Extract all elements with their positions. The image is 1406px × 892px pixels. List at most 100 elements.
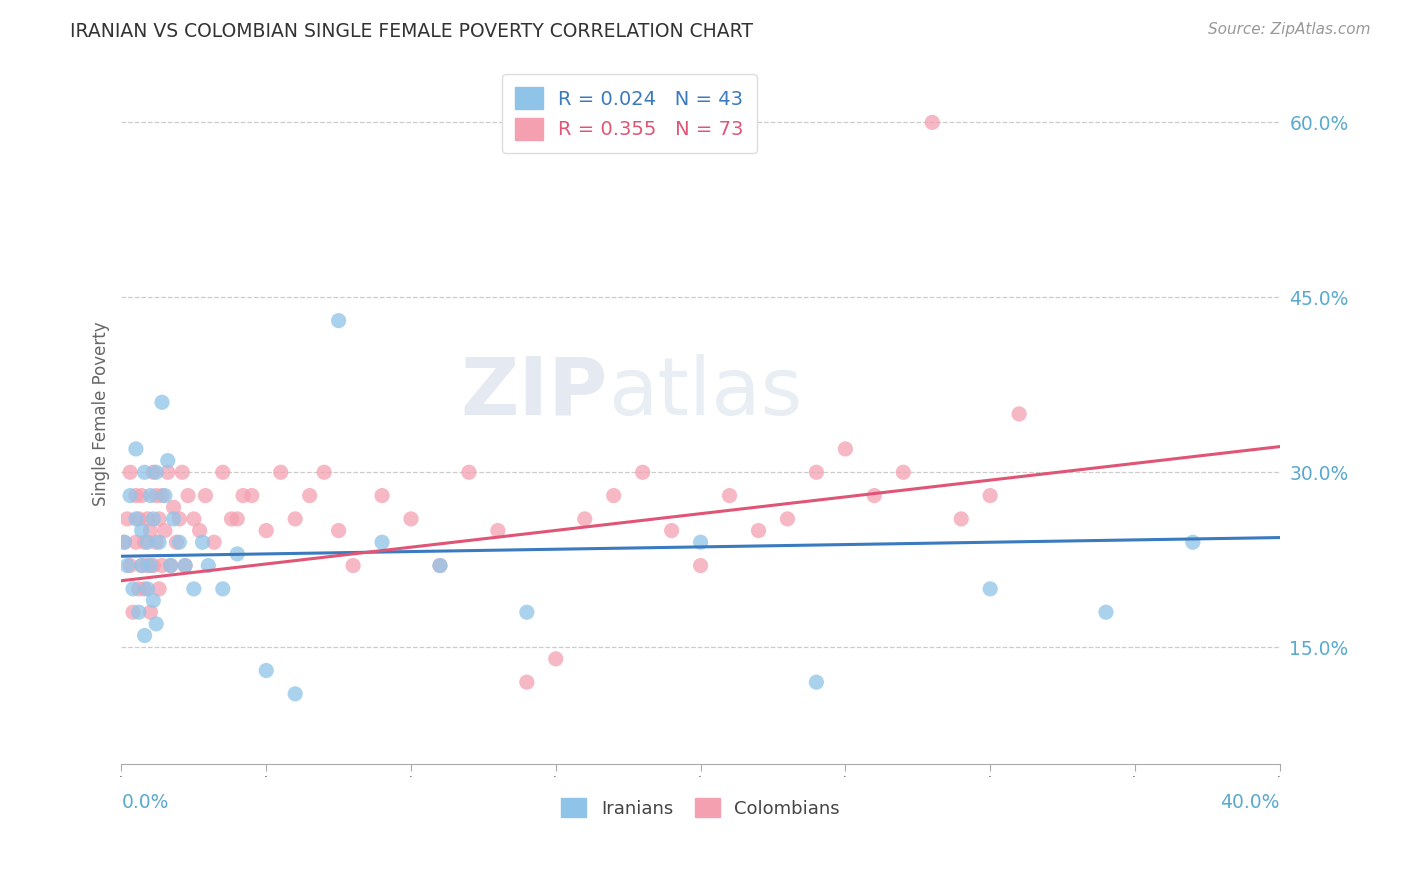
Point xyxy=(284,512,307,526)
Point xyxy=(162,512,184,526)
Point xyxy=(136,582,159,596)
Point xyxy=(226,512,249,526)
Point xyxy=(172,465,194,479)
Point xyxy=(134,465,156,479)
Point xyxy=(134,582,156,596)
Point xyxy=(128,582,150,596)
Point xyxy=(125,489,148,503)
Point xyxy=(145,535,167,549)
Point xyxy=(120,558,142,573)
Point xyxy=(191,535,214,549)
Y-axis label: Single Female Poverty: Single Female Poverty xyxy=(93,322,110,507)
Point xyxy=(142,512,165,526)
Point xyxy=(153,489,176,503)
Point xyxy=(153,524,176,538)
Point xyxy=(112,535,135,549)
Point xyxy=(139,558,162,573)
Point xyxy=(162,500,184,515)
Point xyxy=(197,558,219,573)
Point xyxy=(254,524,277,538)
Point xyxy=(136,535,159,549)
Point xyxy=(806,675,828,690)
Point xyxy=(211,582,233,596)
Text: IRANIAN VS COLOMBIAN SINGLE FEMALE POVERTY CORRELATION CHART: IRANIAN VS COLOMBIAN SINGLE FEMALE POVER… xyxy=(70,22,754,41)
Point xyxy=(120,465,142,479)
Point xyxy=(1008,407,1031,421)
Point xyxy=(145,489,167,503)
Point xyxy=(139,489,162,503)
Point xyxy=(298,489,321,503)
Point xyxy=(950,512,973,526)
Point xyxy=(429,558,451,573)
Text: 0.0%: 0.0% xyxy=(121,793,169,812)
Point xyxy=(211,465,233,479)
Point xyxy=(270,465,292,479)
Point xyxy=(136,512,159,526)
Point xyxy=(202,535,225,549)
Text: Source: ZipAtlas.com: Source: ZipAtlas.com xyxy=(1208,22,1371,37)
Point xyxy=(125,442,148,456)
Point xyxy=(891,465,914,479)
Point xyxy=(458,465,481,479)
Point xyxy=(166,535,188,549)
Point xyxy=(429,558,451,573)
Point xyxy=(486,524,509,538)
Legend: Iranians, Colombians: Iranians, Colombians xyxy=(554,790,848,825)
Point xyxy=(131,489,153,503)
Text: ZIP: ZIP xyxy=(461,354,607,432)
Point xyxy=(399,512,422,526)
Point xyxy=(631,465,654,479)
Point xyxy=(544,652,567,666)
Point xyxy=(328,524,350,538)
Point xyxy=(134,628,156,642)
Point xyxy=(226,547,249,561)
Point xyxy=(145,616,167,631)
Point xyxy=(142,558,165,573)
Point xyxy=(516,605,538,619)
Text: atlas: atlas xyxy=(607,354,803,432)
Point xyxy=(131,558,153,573)
Point xyxy=(115,558,138,573)
Point xyxy=(122,605,145,619)
Point xyxy=(342,558,364,573)
Point xyxy=(131,558,153,573)
Point xyxy=(979,489,1001,503)
Point xyxy=(122,582,145,596)
Point xyxy=(120,489,142,503)
Point xyxy=(194,489,217,503)
Point xyxy=(150,558,173,573)
Point xyxy=(128,512,150,526)
Point xyxy=(1095,605,1118,619)
Point xyxy=(863,489,886,503)
Point xyxy=(145,465,167,479)
Point xyxy=(169,535,191,549)
Point xyxy=(142,465,165,479)
Point xyxy=(159,558,181,573)
Point xyxy=(112,535,135,549)
Point xyxy=(221,512,243,526)
Point xyxy=(125,512,148,526)
Point xyxy=(150,489,173,503)
Point xyxy=(718,489,741,503)
Point xyxy=(776,512,799,526)
Point xyxy=(254,664,277,678)
Point xyxy=(174,558,197,573)
Point xyxy=(314,465,336,479)
Point xyxy=(156,453,179,467)
Text: 40.0%: 40.0% xyxy=(1220,793,1279,812)
Point xyxy=(232,489,254,503)
Point xyxy=(128,605,150,619)
Point xyxy=(159,558,181,573)
Point xyxy=(148,582,170,596)
Point xyxy=(806,465,828,479)
Point xyxy=(150,395,173,409)
Point xyxy=(115,512,138,526)
Point xyxy=(328,313,350,327)
Point xyxy=(689,535,711,549)
Point xyxy=(747,524,769,538)
Point xyxy=(174,558,197,573)
Point xyxy=(139,605,162,619)
Point xyxy=(574,512,596,526)
Point xyxy=(169,512,191,526)
Point xyxy=(134,535,156,549)
